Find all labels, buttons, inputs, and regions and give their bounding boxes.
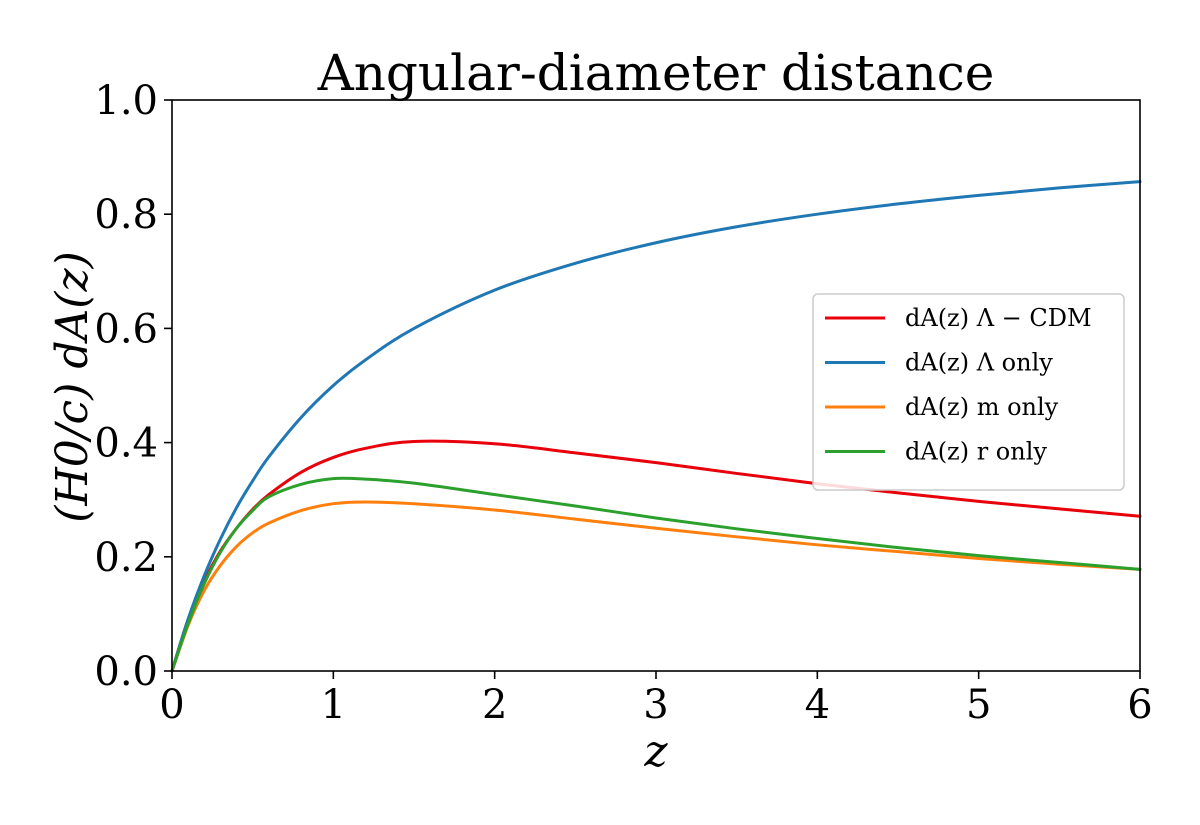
y-tick-label: 0.8 (94, 192, 158, 238)
legend-box (812, 293, 1125, 491)
y-tick-label: 0.4 (94, 421, 158, 467)
series-line-3 (170, 476, 1142, 673)
y-tick-label: 0.6 (94, 306, 158, 352)
x-tick-label: 2 (482, 682, 507, 728)
x-axis-ticks: 0 1 2 3 4 5 6 (159, 671, 1153, 728)
x-tick-label: 6 (1127, 682, 1152, 728)
x-tick-label: 1 (321, 682, 346, 728)
y-tick-label: 1.0 (94, 78, 158, 124)
legend-label-1: dA(z) Λ only (905, 349, 1053, 377)
x-tick-label: 3 (643, 682, 668, 728)
series-line-1 (170, 180, 1142, 673)
series-line-2 (170, 500, 1142, 673)
chart-title: Angular-diameter distance (317, 44, 995, 102)
y-axis-ticks: 0.0 0.2 0.4 0.6 0.8 1.0 (94, 78, 172, 695)
legend-label-0: dA(z) Λ − CDM (905, 304, 1092, 332)
y-tick-label: 0.2 (94, 535, 158, 581)
y-axis-label: (H0/c) dA(z) (47, 251, 98, 523)
y-tick-label: 0.0 (94, 649, 158, 695)
plot-lines (170, 180, 1142, 673)
x-tick-label: 0 (159, 682, 184, 728)
x-tick-label: 5 (966, 682, 991, 728)
legend: dA(z) Λ − CDM dA(z) Λ only dA(z) m only dA(… (812, 293, 1125, 491)
x-tick-label: 4 (805, 682, 830, 728)
legend-label-2: dA(z) m only (905, 393, 1059, 421)
x-axis-label: z (643, 726, 668, 777)
legend-label-3: dA(z) r only (905, 438, 1047, 466)
